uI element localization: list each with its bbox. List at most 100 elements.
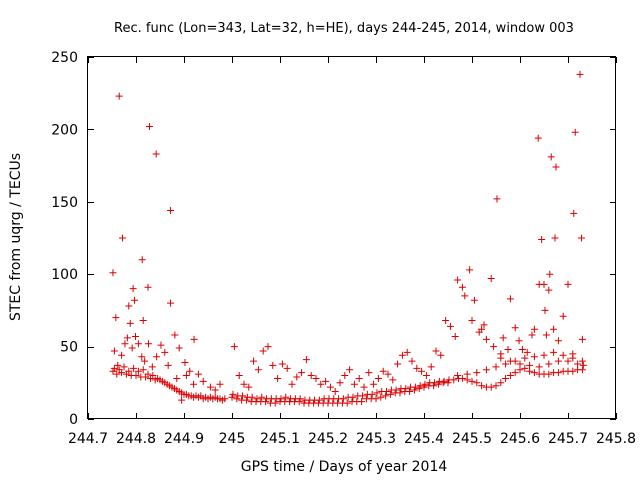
data-point-marker (312, 374, 320, 382)
data-point-marker (430, 382, 438, 390)
data-point-marker (125, 302, 133, 310)
chart-title: Rec. func (Lon=343, Lat=32, h=HE), days … (114, 21, 574, 36)
data-point-marker (569, 354, 577, 362)
data-point-marker (473, 369, 481, 377)
data-point-marker (497, 379, 505, 387)
data-point-marker (221, 395, 229, 403)
data-point-marker (454, 276, 462, 284)
data-point-marker (482, 335, 490, 343)
data-point-marker (134, 367, 142, 375)
data-point-marker (141, 357, 149, 365)
data-point-marker (487, 275, 495, 283)
data-point-marker (365, 369, 373, 377)
data-point-marker (164, 361, 172, 369)
data-point-marker (271, 399, 279, 407)
data-point-marker (478, 325, 486, 333)
data-point-marker (437, 351, 445, 359)
data-point-marker (161, 348, 169, 356)
data-point-marker (120, 363, 128, 371)
data-point-marker (278, 360, 286, 368)
data-point-marker (392, 386, 400, 394)
data-point-marker (528, 331, 536, 339)
data-point-marker (530, 369, 538, 377)
data-point-marker (138, 256, 146, 264)
data-point-marker (432, 347, 440, 355)
data-point-marker (182, 372, 190, 380)
data-point-marker (277, 395, 285, 403)
data-point-marker (248, 393, 256, 401)
data-point-marker (551, 234, 559, 242)
data-point-marker (258, 393, 266, 401)
data-point-marker (349, 393, 357, 401)
x-tick-label: 245.1 (260, 431, 300, 447)
data-point-marker (235, 372, 243, 380)
data-point-marker (410, 386, 418, 394)
data-point-marker (211, 386, 219, 394)
data-point-marker (569, 367, 577, 375)
data-point-marker (416, 382, 424, 390)
data-point-marker (427, 363, 435, 371)
data-point-marker (190, 380, 198, 388)
data-point-marker (131, 296, 139, 304)
data-point-marker (446, 322, 454, 330)
data-point-marker (422, 372, 430, 380)
data-point-marker (578, 366, 586, 374)
data-point-marker (545, 360, 553, 368)
data-point-marker (506, 295, 514, 303)
data-point-marker (132, 372, 140, 380)
data-point-marker (163, 380, 171, 388)
data-markers (109, 70, 587, 407)
data-point-marker (182, 390, 190, 398)
data-point-marker (173, 386, 181, 394)
data-point-marker (570, 209, 578, 217)
data-point-marker (379, 367, 387, 375)
x-tick-label: 245.4 (404, 431, 444, 447)
data-point-marker (128, 344, 136, 352)
data-point-marker (578, 357, 586, 365)
data-point-marker (431, 379, 439, 387)
y-axis-title: STEC from uqrg / TECUs (8, 153, 24, 321)
data-point-marker (541, 306, 549, 314)
x-tick-label: 244.7 (68, 431, 108, 447)
y-tick-label: 200 (51, 122, 78, 138)
data-point-marker (134, 340, 142, 348)
x-tick-label: 244.9 (164, 431, 204, 447)
x-tick-label: 245.2 (308, 431, 348, 447)
data-point-marker (229, 390, 237, 398)
data-point-marker (350, 380, 358, 388)
data-point-marker (564, 357, 572, 365)
data-point-marker (114, 361, 122, 369)
data-point-marker (181, 359, 189, 367)
data-point-marker (282, 393, 290, 401)
data-point-marker (132, 332, 140, 340)
data-point-marker (535, 363, 543, 371)
data-point-marker (138, 353, 146, 361)
data-point-marker (454, 372, 462, 380)
data-point-marker (144, 370, 152, 378)
data-point-marker (123, 334, 131, 342)
x-tick-label: 244.8 (116, 431, 156, 447)
data-point-marker (550, 348, 558, 356)
data-point-marker (113, 370, 121, 378)
data-point-marker (293, 373, 301, 381)
data-point-marker (355, 374, 363, 382)
data-point-marker (451, 332, 459, 340)
data-point-marker (442, 317, 450, 325)
data-point-marker (115, 366, 123, 374)
data-point-marker (360, 383, 368, 391)
data-point-marker (211, 393, 219, 401)
data-point-marker (502, 360, 510, 368)
data-point-marker (516, 360, 524, 368)
data-point-marker (157, 341, 165, 349)
x-tick-label: 245.7 (548, 431, 588, 447)
data-point-marker (228, 393, 236, 401)
data-point-marker (190, 335, 198, 343)
data-point-marker (497, 354, 505, 362)
data-point-marker (461, 292, 469, 300)
data-point-marker (480, 321, 488, 329)
data-point-marker (487, 383, 495, 391)
data-point-marker (346, 366, 354, 374)
data-point-marker (186, 367, 194, 375)
data-point-marker (296, 395, 304, 403)
data-point-marker (515, 337, 523, 345)
